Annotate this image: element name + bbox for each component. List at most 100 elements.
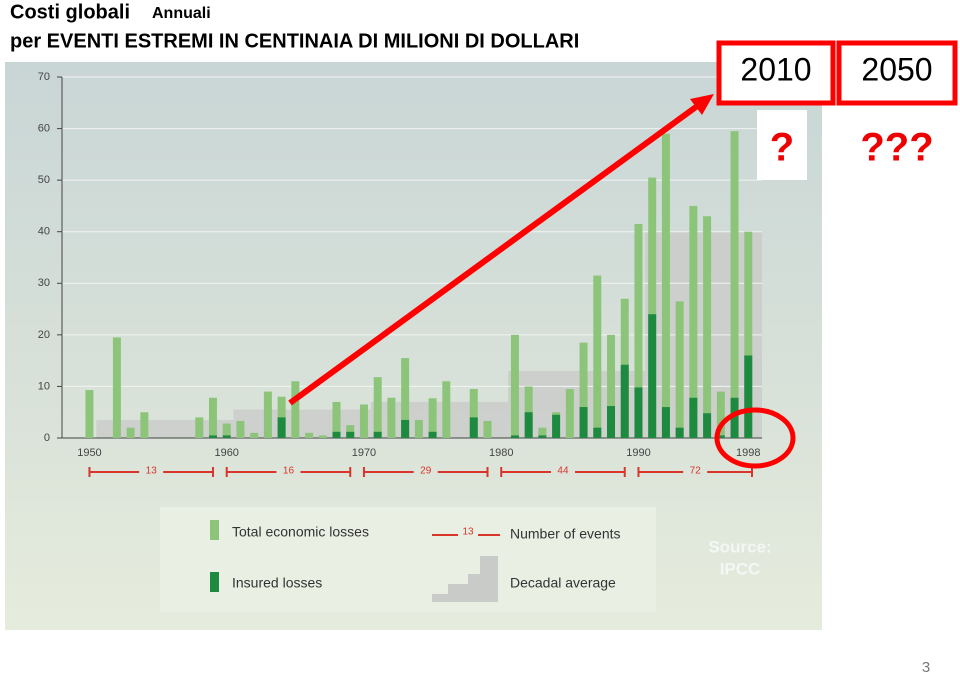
legend-swatch [210, 572, 219, 592]
bar-total [263, 391, 272, 438]
arrow [288, 101, 702, 406]
year-box [836, 40, 958, 106]
bar-insured [510, 435, 519, 438]
bar-insured [401, 419, 410, 438]
bar-total [401, 358, 410, 438]
bar-insured [346, 431, 355, 438]
bar-total [236, 420, 245, 438]
title-sub: Annuali [152, 5, 211, 22]
events-count: 44 [557, 466, 569, 477]
bar-total [661, 133, 670, 438]
bar-total [716, 391, 725, 438]
x-tick-label: 1950 [77, 447, 101, 459]
question: ??? [860, 126, 933, 170]
bar-insured [428, 431, 437, 438]
bar-total [373, 377, 382, 438]
legend-label: Number of events [510, 526, 621, 542]
title-main: Costi globali [10, 1, 130, 23]
x-tick-label: 1970 [352, 447, 376, 459]
x-tick-label: 1998 [736, 447, 760, 459]
highlight-circle [714, 407, 796, 469]
bar-total [703, 216, 712, 438]
legend-label: Total economic losses [232, 524, 369, 540]
bar-insured [634, 387, 643, 438]
bar-total [85, 390, 94, 438]
events-count: 72 [690, 466, 702, 477]
bar-insured [222, 435, 231, 438]
bar-insured [607, 406, 616, 438]
bar-insured [703, 413, 712, 438]
bar-total [305, 432, 314, 438]
bar-total [483, 420, 492, 438]
arrow-head [690, 94, 714, 115]
year-label: 2010 [740, 51, 811, 87]
source: IPCC [720, 559, 761, 578]
title-line2: per EVENTI ESTREMI IN CENTINAIA DI MILIO… [10, 30, 579, 52]
legend-label: Decadal average [510, 575, 616, 591]
events-count: 29 [420, 466, 432, 477]
bar-insured [730, 397, 739, 438]
x-tick-label: 1990 [626, 447, 650, 459]
bar-total [250, 432, 259, 438]
bar-total [593, 275, 602, 438]
bar-total [634, 223, 643, 438]
legend-label: Insured losses [232, 575, 322, 591]
bar-insured [620, 364, 629, 438]
y-tick-label: 40 [38, 226, 50, 238]
bar-total [291, 381, 300, 438]
bar-insured [373, 431, 382, 438]
bar-insured [469, 417, 478, 438]
bar-insured [675, 427, 684, 438]
events-count: 16 [283, 466, 295, 477]
bar-insured [689, 397, 698, 438]
bar-total [442, 381, 451, 438]
question: ? [770, 126, 794, 170]
legend-events-sample: 13 [462, 527, 474, 538]
y-tick-label: 60 [38, 122, 50, 134]
bar-total [607, 334, 616, 438]
bar-total [675, 301, 684, 438]
bar-total [195, 417, 204, 438]
bar-insured [524, 412, 533, 438]
bar-total [744, 231, 753, 438]
bar-total [126, 427, 135, 438]
year-label: 2050 [861, 51, 932, 87]
bar-total [689, 205, 698, 438]
bar-insured [538, 435, 547, 438]
bar-total [346, 425, 355, 438]
bar-insured [277, 417, 286, 438]
bar-total [565, 389, 574, 438]
chart: 0 10 20 30 40 50 60 70 1950 1960 1970 1980 1990 1998 1… [38, 71, 762, 602]
y-tick-label: 70 [38, 71, 50, 83]
bar-insured [716, 435, 725, 438]
bar-total [387, 397, 396, 438]
bar-insured [744, 355, 753, 438]
bar-insured [648, 314, 657, 438]
year-box [716, 40, 836, 106]
bar-total [112, 337, 121, 438]
legend-box [160, 507, 656, 612]
bar-total [730, 131, 739, 438]
bar-insured [593, 427, 602, 438]
bar-insured [552, 414, 561, 438]
y-tick-label: 30 [38, 277, 50, 289]
bar-total [648, 177, 657, 439]
x-tick-label: 1960 [214, 447, 238, 459]
bar-total [222, 423, 231, 438]
bar-total [510, 334, 519, 438]
bar-insured [208, 435, 217, 438]
bar-total [359, 404, 368, 438]
bar-insured [332, 431, 341, 438]
bar-total [208, 397, 217, 438]
bar-total [332, 401, 341, 438]
events-count: 13 [146, 466, 158, 477]
bar-total [579, 342, 588, 438]
page-number: 3 [922, 659, 930, 676]
y-tick-label: 50 [38, 174, 50, 186]
legend-steps [432, 556, 498, 602]
bar-total [414, 419, 423, 438]
bar-insured [661, 407, 670, 438]
legend-swatch [210, 520, 219, 540]
bar-total [538, 427, 547, 438]
